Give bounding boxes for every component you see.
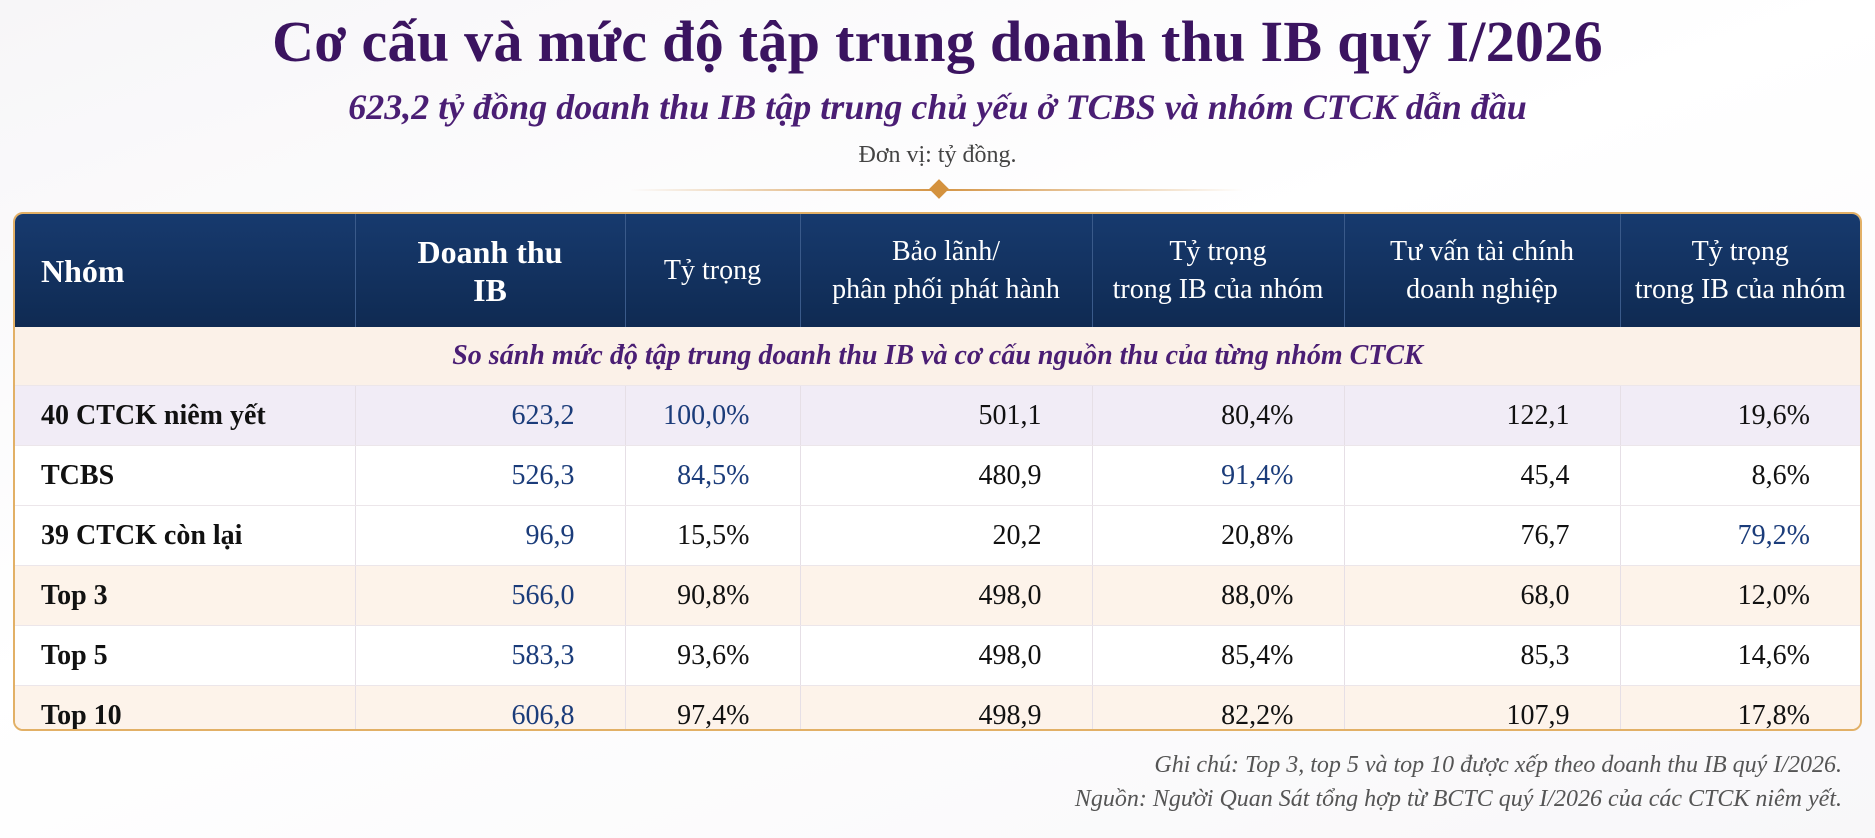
table-row: 39 CTCK còn lại 96,9 15,5% 20,2 20,8% 76… bbox=[15, 505, 1860, 566]
table-row: Top 10 606,8 97,4% 498,9 82,2% 107,9 17,… bbox=[15, 685, 1860, 729]
page-title: Cơ cấu và mức độ tập trung doanh thu IB … bbox=[272, 9, 1603, 74]
cell-underwriting: 501,1 bbox=[800, 385, 1093, 446]
cell-advisory: 85,3 bbox=[1344, 625, 1621, 686]
header-underwriting-share: Tỷ trọng trong IB của nhóm bbox=[1092, 214, 1345, 327]
cell-share: 15,5% bbox=[625, 505, 801, 566]
cell-underwriting-share: 85,4% bbox=[1092, 625, 1345, 686]
page-subtitle: 623,2 tỷ đồng doanh thu IB tập trung chủ… bbox=[348, 87, 1527, 127]
cell-advisory: 68,0 bbox=[1344, 565, 1621, 626]
cell-advisory: 122,1 bbox=[1344, 385, 1621, 446]
cell-revenue: 623,2 bbox=[355, 385, 626, 446]
cell-revenue: 583,3 bbox=[355, 625, 626, 686]
cell-advisory-share: 79,2% bbox=[1620, 505, 1860, 566]
cell-advisory-share: 17,8% bbox=[1620, 685, 1860, 729]
cell-underwriting-share: 80,4% bbox=[1092, 385, 1345, 446]
cell-group: TCBS bbox=[15, 445, 356, 506]
cell-advisory: 76,7 bbox=[1344, 505, 1621, 566]
cell-share: 84,5% bbox=[625, 445, 801, 506]
cell-underwriting: 20,2 bbox=[800, 505, 1093, 566]
cell-share: 90,8% bbox=[625, 565, 801, 626]
header-advisory: Tư vấn tài chính doanh nghiệp bbox=[1344, 214, 1621, 327]
cell-share: 100,0% bbox=[625, 385, 801, 446]
footnote: Ghi chú: Top 3, top 5 và top 10 được xếp… bbox=[1154, 752, 1842, 778]
cell-revenue: 96,9 bbox=[355, 505, 626, 566]
table-header-row: Nhóm Doanh thu IB Tỷ trọng Bảo lãnh/phân … bbox=[15, 214, 1860, 327]
cell-share: 93,6% bbox=[625, 625, 801, 686]
cell-advisory: 45,4 bbox=[1344, 445, 1621, 506]
cell-underwriting: 480,9 bbox=[800, 445, 1093, 506]
cell-advisory-share: 8,6% bbox=[1620, 445, 1860, 506]
cell-group: 39 CTCK còn lại bbox=[15, 505, 356, 566]
cell-advisory-share: 12,0% bbox=[1620, 565, 1860, 626]
cell-revenue: 606,8 bbox=[355, 685, 626, 729]
cell-revenue: 526,3 bbox=[355, 445, 626, 506]
table-row: Top 5 583,3 93,6% 498,0 85,4% 85,3 14,6% bbox=[15, 625, 1860, 686]
cell-advisory-share: 19,6% bbox=[1620, 385, 1860, 446]
source-note: Nguồn: Người Quan Sát tổng hợp từ BCTC q… bbox=[1074, 786, 1842, 812]
cell-group: 40 CTCK niêm yết bbox=[15, 385, 356, 446]
header-group: Nhóm bbox=[15, 214, 356, 327]
cell-advisory-share: 14,6% bbox=[1620, 625, 1860, 686]
header-share: Tỷ trọng bbox=[625, 214, 801, 327]
table-row: TCBS 526,3 84,5% 480,9 91,4% 45,4 8,6% bbox=[15, 445, 1860, 506]
cell-underwriting-share: 91,4% bbox=[1092, 445, 1345, 506]
header-revenue: Doanh thu IB bbox=[355, 214, 626, 327]
cell-share: 97,4% bbox=[625, 685, 801, 729]
cell-group: Top 10 bbox=[15, 685, 356, 729]
cell-advisory: 107,9 bbox=[1344, 685, 1621, 729]
cell-revenue: 566,0 bbox=[355, 565, 626, 626]
cell-group: Top 5 bbox=[15, 625, 356, 686]
data-table: Nhóm Doanh thu IB Tỷ trọng Bảo lãnh/phân … bbox=[13, 212, 1862, 731]
cell-group: Top 3 bbox=[15, 565, 356, 626]
header-advisory-share: Tỷ trọng trong IB của nhóm bbox=[1620, 214, 1860, 327]
section-label: So sánh mức độ tập trung doanh thu IB và… bbox=[15, 327, 1860, 386]
section-row: So sánh mức độ tập trung doanh thu IB và… bbox=[15, 327, 1860, 386]
cell-underwriting: 498,0 bbox=[800, 565, 1093, 626]
table-row: Top 3 566,0 90,8% 498,0 88,0% 68,0 12,0% bbox=[15, 565, 1860, 626]
diamond-ornament bbox=[929, 179, 949, 199]
cell-underwriting-share: 88,0% bbox=[1092, 565, 1345, 626]
unit-label: Đơn vị: tỷ đồng. bbox=[858, 142, 1017, 168]
table-row: 40 CTCK niêm yết 623,2 100,0% 501,1 80,4… bbox=[15, 385, 1860, 446]
cell-underwriting: 498,0 bbox=[800, 625, 1093, 686]
cell-underwriting-share: 82,2% bbox=[1092, 685, 1345, 729]
header-underwriting: Bảo lãnh/phân phối phát hành bbox=[800, 214, 1093, 327]
cell-underwriting: 498,9 bbox=[800, 685, 1093, 729]
cell-underwriting-share: 20,8% bbox=[1092, 505, 1345, 566]
